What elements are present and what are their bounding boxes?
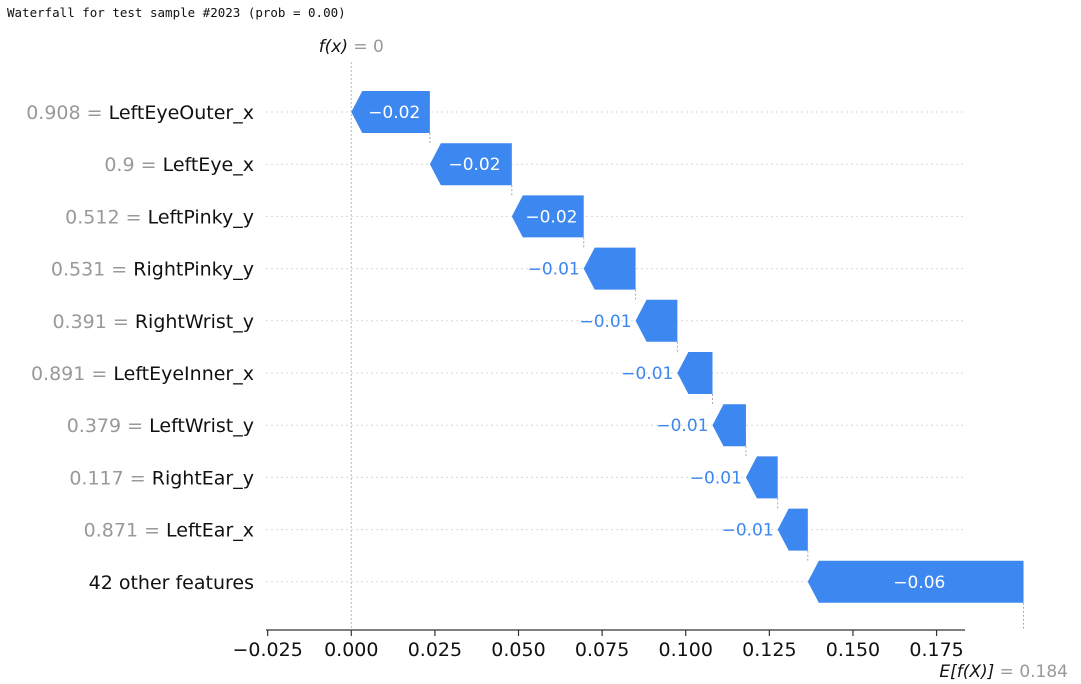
feature-label: 0.9 = LeftEye_x — [104, 154, 254, 176]
feature-label: 0.908 = LeftEyeOuter_x — [26, 102, 254, 124]
bar-label: −0.01 — [690, 468, 742, 488]
x-tick-label: 0.075 — [575, 639, 629, 661]
bar-8 — [745, 456, 778, 499]
bar-label: −0.02 — [525, 207, 577, 227]
grid-layer — [266, 62, 1025, 630]
bar-4 — [583, 247, 636, 290]
bar-6 — [677, 352, 713, 394]
x-tick-label: 0.125 — [742, 639, 796, 661]
feature-label: 0.891 = LeftEyeInner_x — [31, 363, 254, 385]
bar-9 — [777, 508, 808, 551]
x-axis: −0.025 0.000 0.025 0.050 0.075 0.100 0.125 0.15… — [233, 629, 965, 661]
bar-label: −0.02 — [448, 155, 500, 175]
x-tick-label: 0.025 — [408, 639, 462, 661]
bar-label: −0.01 — [528, 260, 580, 280]
bar-2 — [429, 143, 512, 186]
bars-layer — [351, 91, 1024, 603]
x-tick-label: 0.150 — [826, 639, 880, 661]
bar-label: −0.06 — [893, 573, 945, 593]
feature-label: 0.531 = RightPinky_y — [51, 258, 254, 280]
feature-label: 0.379 = LeftWrist_y — [67, 415, 254, 437]
fx-label: f(x) = 0 — [319, 37, 384, 57]
x-tick-label: −0.025 — [233, 639, 303, 661]
bar-label: −0.01 — [579, 312, 631, 332]
bar-5 — [635, 299, 678, 342]
feature-label: 0.871 = LeftEar_x — [84, 519, 254, 541]
labels-layer: f(x) = 0 −0.02 0.908 = LeftEyeOuter_x −0.02… — [26, 37, 1068, 682]
x-tick-label: 0.050 — [491, 639, 545, 661]
x-tick-label: 0.175 — [909, 639, 963, 661]
bar-1 — [351, 91, 430, 133]
output-header: Waterfall for test sample #2023 (prob = … — [7, 5, 346, 20]
bar-label: −0.01 — [722, 521, 774, 541]
feature-label: 0.512 = LeftPinky_y — [65, 206, 254, 228]
efx-label: E[f(X)] = 0.184 — [939, 662, 1068, 682]
bar-label: −0.01 — [621, 364, 673, 384]
x-tick-label: 0.000 — [324, 639, 378, 661]
bar-10 — [807, 560, 1024, 603]
bar-7 — [712, 404, 746, 447]
feature-label: 0.391 = RightWrist_y — [52, 310, 254, 332]
bar-label: −0.01 — [656, 416, 708, 436]
feature-label: 0.117 = RightEar_y — [69, 467, 254, 489]
bar-3 — [511, 195, 584, 238]
x-tick-label: 0.100 — [659, 639, 713, 661]
bar-label: −0.02 — [368, 103, 420, 123]
feature-label: 42 other features — [89, 571, 254, 593]
